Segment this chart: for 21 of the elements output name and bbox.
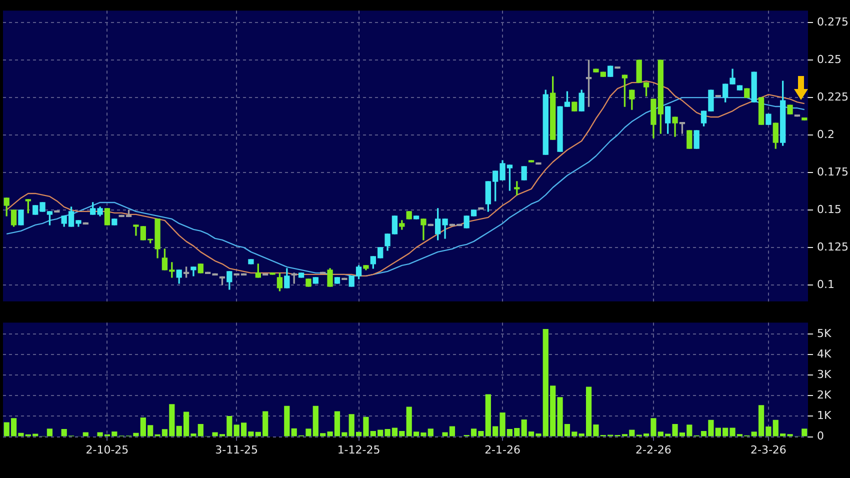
y-tick-label: 5K xyxy=(817,326,832,340)
y-tick-label: 1K xyxy=(817,409,832,422)
x-tick-label: 1-12-25 xyxy=(337,443,380,456)
x-tick-label: 2-2-26 xyxy=(636,443,672,456)
y-tick-label: 0.25 xyxy=(817,52,842,66)
x-tick-label: 2-3-26 xyxy=(750,443,786,456)
y-tick-label: 0.175 xyxy=(817,165,848,178)
y-tick-label: 4K xyxy=(817,347,832,360)
y-tick-label: 0 xyxy=(817,430,824,443)
y-tick-label: 0.2 xyxy=(817,128,834,141)
x-tick-label: 2-10-25 xyxy=(86,443,129,456)
y-tick-label: 0.1 xyxy=(817,278,834,291)
y-tick-label: 2K xyxy=(817,388,832,402)
y-tick-label: 0.275 xyxy=(817,15,848,28)
y-tick-label: 3K xyxy=(817,368,832,381)
x-tick-label: 3-11-25 xyxy=(215,443,258,456)
y-tick-label: 0.225 xyxy=(817,90,848,104)
y-tick-label: 0.15 xyxy=(817,202,842,216)
bar xyxy=(284,406,290,436)
y-tick-label: 0.125 xyxy=(817,240,848,254)
x-tick-label: 2-1-26 xyxy=(484,443,520,456)
